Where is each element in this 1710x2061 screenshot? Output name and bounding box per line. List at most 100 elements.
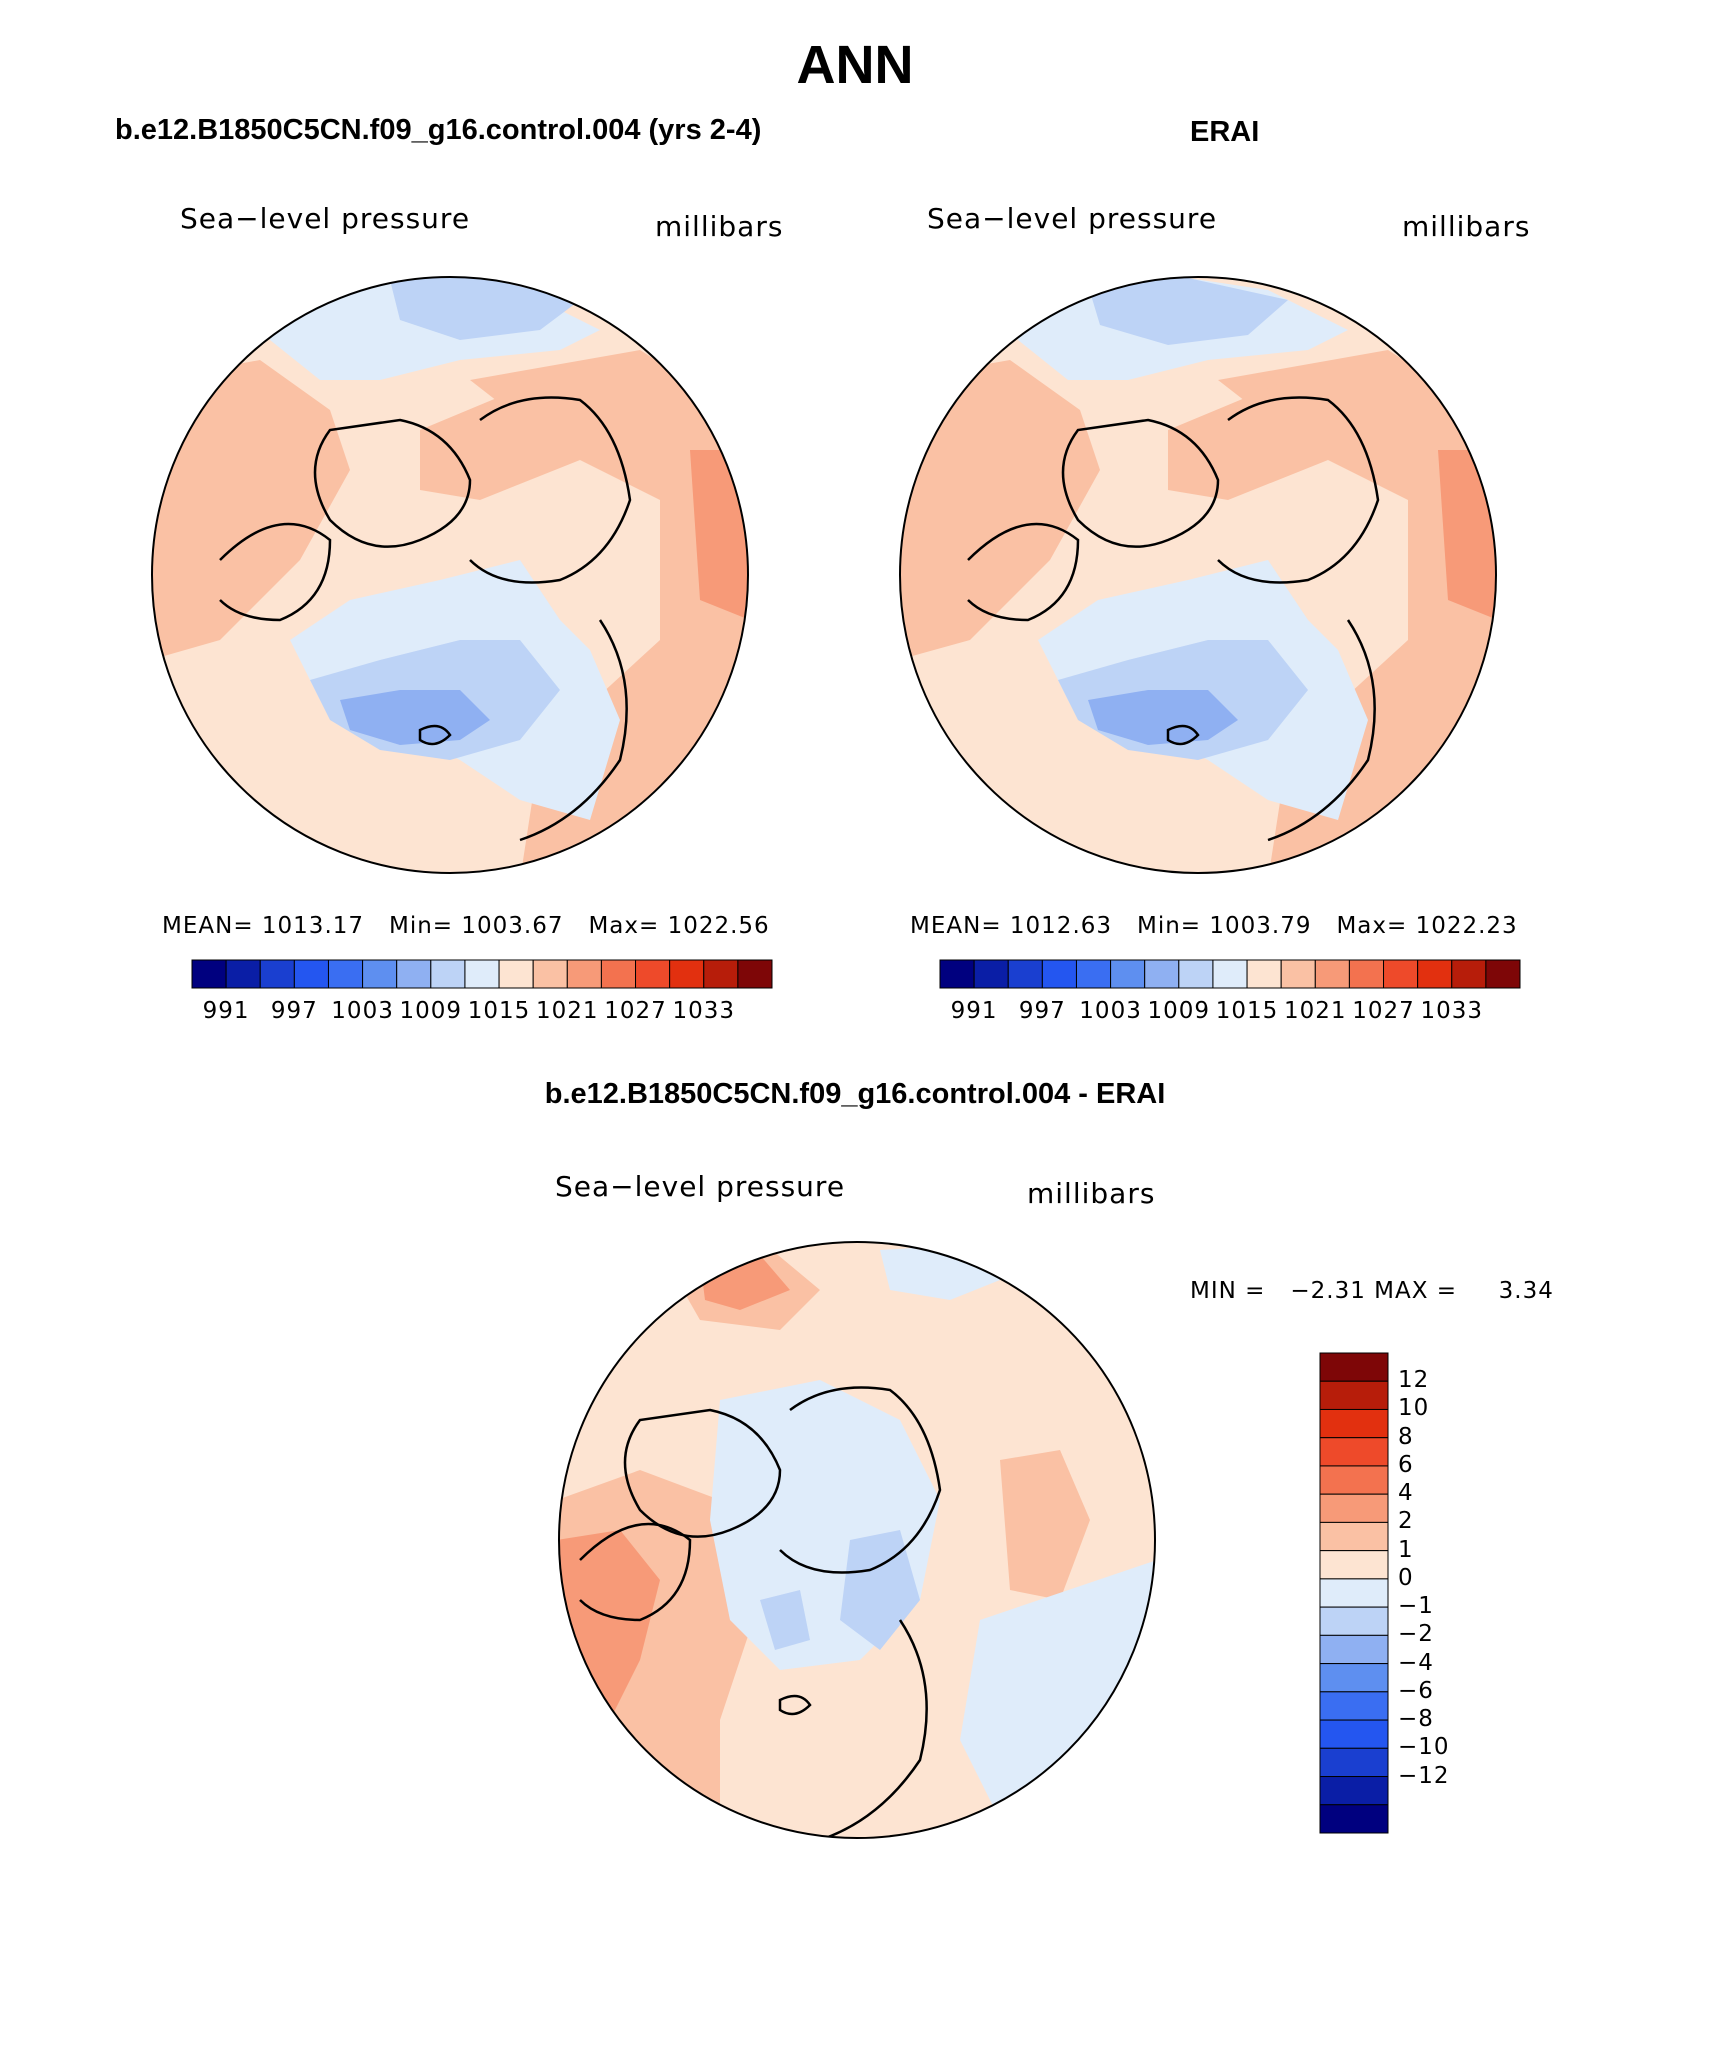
panel2-tick-label: 1027: [1352, 998, 1415, 1024]
panel2-colorbar-cell: [1110, 959, 1146, 989]
panel3-tick-label: −10: [1398, 1734, 1450, 1761]
panel1-mean-label: MEAN=: [162, 913, 254, 939]
panel3-tick-label: −8: [1398, 1706, 1434, 1733]
panel2-colorbar-cell: [1144, 959, 1180, 989]
panel1-max-label: Max=: [588, 913, 660, 939]
panel3-max-label: MAX =: [1374, 1278, 1458, 1304]
panel1-coast-europe: [519, 619, 628, 842]
figure-title: ANN: [796, 35, 914, 95]
panel1-contour-high-north: [420, 380, 580, 500]
panel1-colorbar-cell: [532, 959, 568, 989]
panel2-contour-high-core: [1438, 450, 1496, 620]
panel3-variable-label: Sea−level pressure: [555, 1170, 846, 1203]
panel2-map: [900, 277, 1496, 873]
panel3-tick-label: −4: [1398, 1649, 1434, 1676]
panel1-colorbar-cell: [327, 959, 364, 989]
panel2-contour-low-atlantic-core: [1088, 690, 1238, 745]
panel2-colorbar-cell: [1212, 959, 1248, 989]
panel1-contour-high-west: [152, 360, 350, 660]
panel2-map-border: [899, 276, 1497, 874]
panel2-colorbar-cell: [1383, 959, 1419, 989]
panel1-mean-value: 1013.17: [261, 913, 365, 939]
panel3-coast-iceland: [778, 1694, 812, 1716]
panel1-coast-greenland: [469, 396, 632, 584]
panel2-tick-label: 1009: [1147, 998, 1211, 1024]
panel2-contour-low-pacific-core: [1088, 278, 1288, 345]
panel1-units-label: millibars: [655, 210, 784, 243]
panel1-tick-label: 1015: [467, 998, 531, 1024]
panel1-variable-label: Sea−level pressure: [180, 202, 471, 235]
panel3-colorbar-cell: [1319, 1465, 1389, 1495]
panel2-tick-label: 1003: [1079, 998, 1142, 1024]
panel3-map-border: [558, 1241, 1156, 1839]
panel3-tick-label: 10: [1398, 1395, 1430, 1422]
panel2-units-label: millibars: [1402, 210, 1531, 243]
panel3-colorbar-cell: [1319, 1747, 1389, 1778]
panel2-colorbar-cell: [1417, 959, 1453, 989]
panel2-contour-high-north: [1168, 380, 1328, 500]
panel3-tick-label: −2: [1398, 1621, 1434, 1648]
panel3-tick-label: 0: [1398, 1564, 1414, 1591]
panel2-colorbar-cell: [1348, 959, 1385, 989]
panel2-colorbar-cell: [1280, 959, 1316, 989]
panel3-case-title: b.e12.B1850C5CN.f09_g16.control.004 - ER…: [544, 1078, 1166, 1110]
panel3-min-label: MIN =: [1190, 1278, 1266, 1304]
panel3-tick-label: 12: [1398, 1367, 1430, 1394]
panel3-min-value: −2.31: [1290, 1278, 1366, 1304]
panel3-tick-label: 4: [1398, 1480, 1414, 1507]
panel3-colorbar-cell: [1319, 1691, 1389, 1721]
panel3-coast-europe: [819, 1619, 928, 1838]
panel2-mean-value: 1012.63: [1009, 913, 1113, 939]
panel1-colorbar-cell: [566, 959, 602, 989]
panel2-coast-canada: [1061, 418, 1220, 548]
panel3-colorbar-cell: [1319, 1606, 1389, 1636]
panel1-map-border: [151, 276, 749, 874]
panel1-contour-high-east: [470, 350, 748, 873]
panel2-colorbar-cell: [1041, 959, 1077, 989]
panel1-colorbar-cell: [430, 959, 466, 989]
panel2-max-label: Max=: [1336, 913, 1408, 939]
panel2-min-value: 1003.79: [1209, 913, 1312, 939]
panel3-tick-label: −6: [1398, 1677, 1434, 1704]
panel1-colorbar-cell: [737, 959, 773, 989]
panel3-colorbar-cell: [1319, 1493, 1389, 1523]
panel2-coast-iceland: [1166, 724, 1200, 746]
panel2-colorbar-cell: [1451, 959, 1487, 989]
panel3-max-value: 3.34: [1498, 1278, 1554, 1304]
panel1-tick-label: 1027: [604, 998, 667, 1024]
panel1-tick-label: 1021: [536, 998, 599, 1024]
panel2-tick-label: 1033: [1420, 998, 1484, 1024]
panel1-contour-high-core: [690, 450, 748, 620]
panel2-case-title: ERAI: [1190, 116, 1260, 148]
panel1-max-value: 1022.56: [667, 913, 770, 939]
panel2-colorbar-cell: [1075, 959, 1112, 989]
panel3-colorbar-cell: [1319, 1352, 1389, 1382]
panel3-colorbar-cell: [1319, 1408, 1389, 1439]
panel1-colorbar-cell: [703, 959, 739, 989]
panel2-colorbar-cell: [1314, 959, 1350, 989]
panel2-coast-greenland: [1217, 396, 1380, 584]
panel2-colorbar-cell: [1485, 959, 1521, 989]
panel3-tick-label: −12: [1398, 1762, 1450, 1789]
panel2-mean-label: MEAN=: [910, 913, 1002, 939]
panel1-colorbar-cell: [498, 959, 534, 989]
panel3-tick-label: 8: [1398, 1423, 1414, 1450]
panel3-colorbar-cell: [1319, 1380, 1389, 1410]
panel1-min-value: 1003.67: [461, 913, 564, 939]
panel1-colorbar-cell: [191, 959, 227, 989]
panel1-coast-alaska: [219, 522, 332, 622]
panel2-tick-label: 1015: [1215, 998, 1279, 1024]
panel1-colorbar-cell: [259, 959, 295, 989]
panel2-contour-high-east: [1218, 350, 1496, 873]
panel1-coast-canada: [313, 418, 472, 548]
panel1-stats: MEAN= 1013.17 Min= 1003.67 Max= 1022.56: [162, 913, 770, 939]
panel3-coast-greenland: [779, 1386, 942, 1574]
panel2-coast-alaska: [967, 522, 1080, 622]
panel3-colorbar-cell: [1319, 1550, 1389, 1580]
panel2-colorbar-cell: [1246, 959, 1282, 989]
panel1-tick-label: 997: [270, 998, 318, 1024]
panel1-colorbar-cell: [362, 959, 398, 989]
panel2-colorbar: [939, 959, 1521, 989]
panel2-max-value: 1022.23: [1415, 913, 1518, 939]
